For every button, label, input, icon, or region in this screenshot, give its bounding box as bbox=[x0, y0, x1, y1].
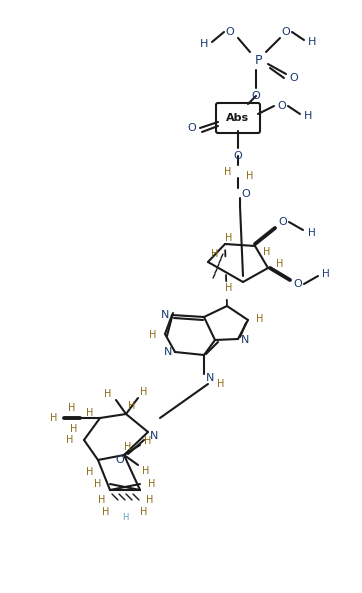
Text: O: O bbox=[294, 279, 302, 289]
Text: H: H bbox=[86, 408, 94, 418]
Text: O: O bbox=[278, 101, 286, 111]
Text: P: P bbox=[254, 53, 262, 66]
Text: H: H bbox=[144, 436, 152, 446]
Text: H: H bbox=[142, 466, 150, 476]
Text: H: H bbox=[308, 37, 316, 47]
Text: N: N bbox=[150, 431, 158, 441]
Text: H: H bbox=[128, 401, 136, 411]
Text: H: H bbox=[104, 389, 112, 399]
Text: H: H bbox=[308, 228, 316, 238]
Text: H: H bbox=[140, 387, 148, 397]
Text: H: H bbox=[225, 233, 233, 243]
Text: O: O bbox=[279, 217, 287, 227]
Text: H: H bbox=[322, 269, 330, 279]
Text: O: O bbox=[226, 27, 234, 37]
Text: H: H bbox=[102, 507, 110, 517]
Text: H: H bbox=[276, 259, 284, 269]
Text: Abs: Abs bbox=[227, 113, 249, 123]
Text: H: H bbox=[50, 413, 58, 423]
Text: H: H bbox=[146, 495, 154, 505]
Text: H: H bbox=[200, 39, 208, 49]
Text: H: H bbox=[140, 507, 148, 517]
Text: O: O bbox=[188, 123, 196, 133]
Text: N: N bbox=[241, 335, 249, 345]
Text: H: H bbox=[304, 111, 312, 121]
Text: H: H bbox=[148, 479, 156, 489]
Text: H: H bbox=[225, 283, 233, 293]
Text: H: H bbox=[66, 435, 74, 445]
Text: H: H bbox=[98, 495, 106, 505]
Text: N: N bbox=[206, 373, 214, 383]
Text: H: H bbox=[149, 330, 157, 340]
Text: O: O bbox=[233, 151, 243, 161]
Text: N: N bbox=[164, 347, 172, 357]
Text: H: H bbox=[122, 514, 128, 522]
Text: H: H bbox=[94, 479, 102, 489]
Text: H: H bbox=[86, 467, 94, 477]
Text: H: H bbox=[217, 379, 225, 389]
Text: O: O bbox=[241, 189, 251, 199]
Text: O: O bbox=[290, 73, 298, 83]
Text: H: H bbox=[70, 424, 78, 434]
Text: O: O bbox=[115, 455, 125, 465]
Text: H: H bbox=[211, 249, 219, 259]
Text: H: H bbox=[246, 171, 254, 181]
FancyBboxPatch shape bbox=[216, 103, 260, 133]
Text: H: H bbox=[124, 442, 132, 452]
Text: H: H bbox=[263, 247, 271, 257]
Text: N: N bbox=[161, 310, 169, 320]
Text: O: O bbox=[252, 91, 260, 101]
Text: O: O bbox=[282, 27, 290, 37]
Text: H: H bbox=[256, 314, 264, 324]
Text: H: H bbox=[68, 403, 76, 413]
Text: H: H bbox=[224, 167, 232, 177]
